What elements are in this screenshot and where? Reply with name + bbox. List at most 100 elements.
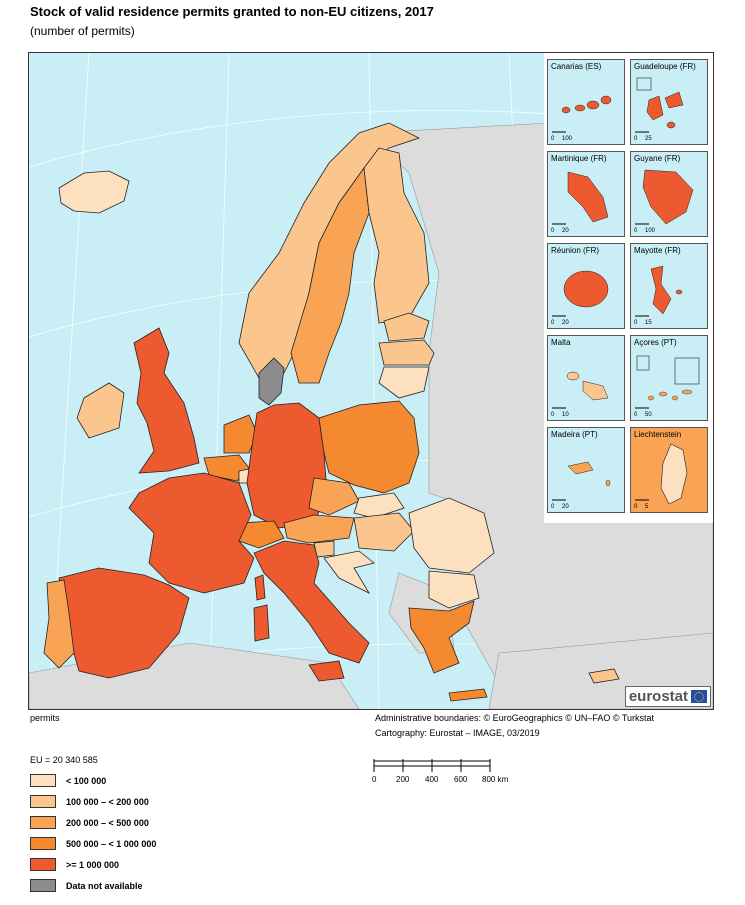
country-cyprus[interactable] — [588, 668, 620, 684]
legend-label: < 100 000 — [66, 775, 107, 786]
country-estonia[interactable] — [383, 312, 430, 342]
inset-shape — [552, 371, 609, 409]
island-sardinia[interactable] — [253, 604, 270, 642]
inset-shape — [552, 95, 612, 133]
legend-label: 200 000 – < 500 000 — [66, 817, 149, 828]
inset-guadeloupe[interactable]: Guadeloupe (FR) 0 25 — [630, 59, 708, 145]
map-subtitle: (number of permits) — [30, 24, 135, 38]
inset-scale-start: 0 — [634, 412, 638, 418]
inset-label: Madeira (PT) — [551, 430, 598, 439]
inset-scale-start: 0 — [551, 504, 555, 510]
eurostat-logo: eurostat — [624, 686, 711, 707]
eu-flag-icon — [691, 690, 707, 703]
legend-swatch — [30, 879, 56, 892]
country-ireland[interactable] — [76, 382, 125, 439]
inset-label: Réunion (FR) — [551, 246, 600, 255]
inset-acores[interactable]: Açores (PT) 0 50 — [630, 335, 708, 421]
inset-label: Açores (PT) — [634, 338, 677, 347]
legend-item: 500 000 – < 1 000 000 — [30, 833, 156, 854]
legend-item: 100 000 – < 200 000 — [30, 791, 156, 812]
inset-scale-start: 0 — [551, 136, 555, 142]
inset-canarias[interactable]: Canarias (ES) 0 100 — [547, 59, 625, 145]
map-title: Stock of valid residence permits granted… — [30, 4, 434, 19]
island-corsica[interactable] — [254, 574, 266, 601]
scale-label: 200 — [396, 775, 410, 784]
country-slovakia[interactable] — [353, 492, 405, 519]
legend-swatch — [30, 816, 56, 829]
country-hungary[interactable] — [353, 512, 415, 552]
inset-shape — [635, 169, 694, 225]
inset-scale-end: 10 — [562, 412, 569, 418]
inset-scale-end: 20 — [562, 228, 569, 234]
inset-shape — [635, 77, 684, 133]
country-czechia[interactable] — [308, 477, 360, 516]
scale-label: 0 — [372, 775, 377, 784]
inset-shape — [635, 355, 700, 409]
inset-malta[interactable]: Malta 0 10 — [547, 335, 625, 421]
scale-label: 400 — [425, 775, 439, 784]
map-frame[interactable]: Canarias (ES) 0 100 Guadeloupe (FR) 0 25… — [28, 52, 714, 710]
country-iceland[interactable] — [58, 170, 130, 214]
legend-swatch — [30, 837, 56, 850]
inset-shape — [552, 270, 609, 317]
inset-scale-end: 100 — [562, 136, 573, 142]
country-sweden[interactable] — [290, 166, 370, 384]
legend-swatch — [30, 795, 56, 808]
inset-scale-end: 15 — [645, 320, 652, 326]
inset-label: Malta — [551, 338, 571, 347]
legend-label: 100 000 – < 200 000 — [66, 796, 149, 807]
country-romania[interactable] — [408, 497, 495, 574]
country-latvia[interactable] — [378, 339, 435, 366]
credit-boundaries: Administrative boundaries: © EuroGeograp… — [375, 713, 655, 723]
country-greece[interactable] — [408, 600, 475, 674]
scale-labels: 0 200 400 600 800 km — [372, 775, 532, 787]
inset-label: Guyane (FR) — [634, 154, 681, 163]
inset-scale-end: 5 — [645, 504, 649, 510]
legend-item: >= 1 000 000 — [30, 854, 156, 875]
scale-label: 800 km — [482, 775, 509, 784]
country-portugal[interactable] — [43, 579, 75, 669]
country-france[interactable] — [128, 472, 255, 594]
country-finland[interactable] — [363, 147, 430, 324]
inset-panel: Canarias (ES) 0 100 Guadeloupe (FR) 0 25… — [544, 53, 713, 523]
island-sicily[interactable] — [308, 660, 345, 682]
country-denmark[interactable] — [258, 357, 285, 406]
eurostat-logo-text: eurostat — [628, 688, 688, 705]
legend-item: Data not available — [30, 875, 156, 896]
inset-liechtenstein[interactable]: Liechtenstein 0 5 — [630, 427, 708, 513]
island-crete[interactable] — [448, 688, 488, 702]
inset-shape — [552, 171, 609, 225]
eu-total: EU = 20 340 585 — [30, 755, 98, 765]
country-uk[interactable] — [133, 327, 200, 474]
inset-martinique[interactable]: Martinique (FR) 0 20 — [547, 151, 625, 237]
country-italy[interactable] — [253, 540, 370, 664]
inset-scale-start: 0 — [634, 504, 638, 510]
inset-guyane[interactable]: Guyane (FR) 0 100 — [630, 151, 708, 237]
scale-bar — [373, 759, 491, 772]
unit-note: permits — [30, 713, 60, 723]
legend-label: Data not available — [66, 880, 143, 891]
country-bulgaria[interactable] — [428, 570, 480, 609]
inset-madeira[interactable]: Madeira (PT) 0 20 — [547, 427, 625, 513]
country-poland[interactable] — [318, 400, 420, 494]
inset-scale-end: 100 — [645, 228, 656, 234]
country-austria[interactable] — [283, 514, 355, 544]
inset-label: Liechtenstein — [634, 430, 682, 439]
inset-scale-start: 0 — [634, 320, 638, 326]
legend-label: 500 000 – < 1 000 000 — [66, 838, 157, 849]
country-lithuania[interactable] — [378, 366, 430, 399]
inset-scale-end: 20 — [562, 320, 569, 326]
inset-scale-start: 0 — [551, 412, 555, 418]
inset-scale-start: 0 — [634, 228, 638, 234]
country-croatia[interactable] — [323, 550, 375, 594]
legend-item: 200 000 – < 500 000 — [30, 812, 156, 833]
inset-shape — [635, 265, 683, 317]
inset-label: Guadeloupe (FR) — [634, 62, 696, 71]
inset-reunion[interactable]: Réunion (FR) 0 20 — [547, 243, 625, 329]
legend-label: >= 1 000 000 — [66, 859, 120, 870]
credit-cartography: Cartography: Eurostat – IMAGE, 03/2019 — [375, 728, 540, 738]
legend: < 100 000 100 000 – < 200 000 200 000 – … — [30, 770, 156, 896]
scale-label: 600 — [454, 775, 468, 784]
inset-mayotte[interactable]: Mayotte (FR) 0 15 — [630, 243, 708, 329]
inset-label: Canarias (ES) — [551, 62, 602, 71]
